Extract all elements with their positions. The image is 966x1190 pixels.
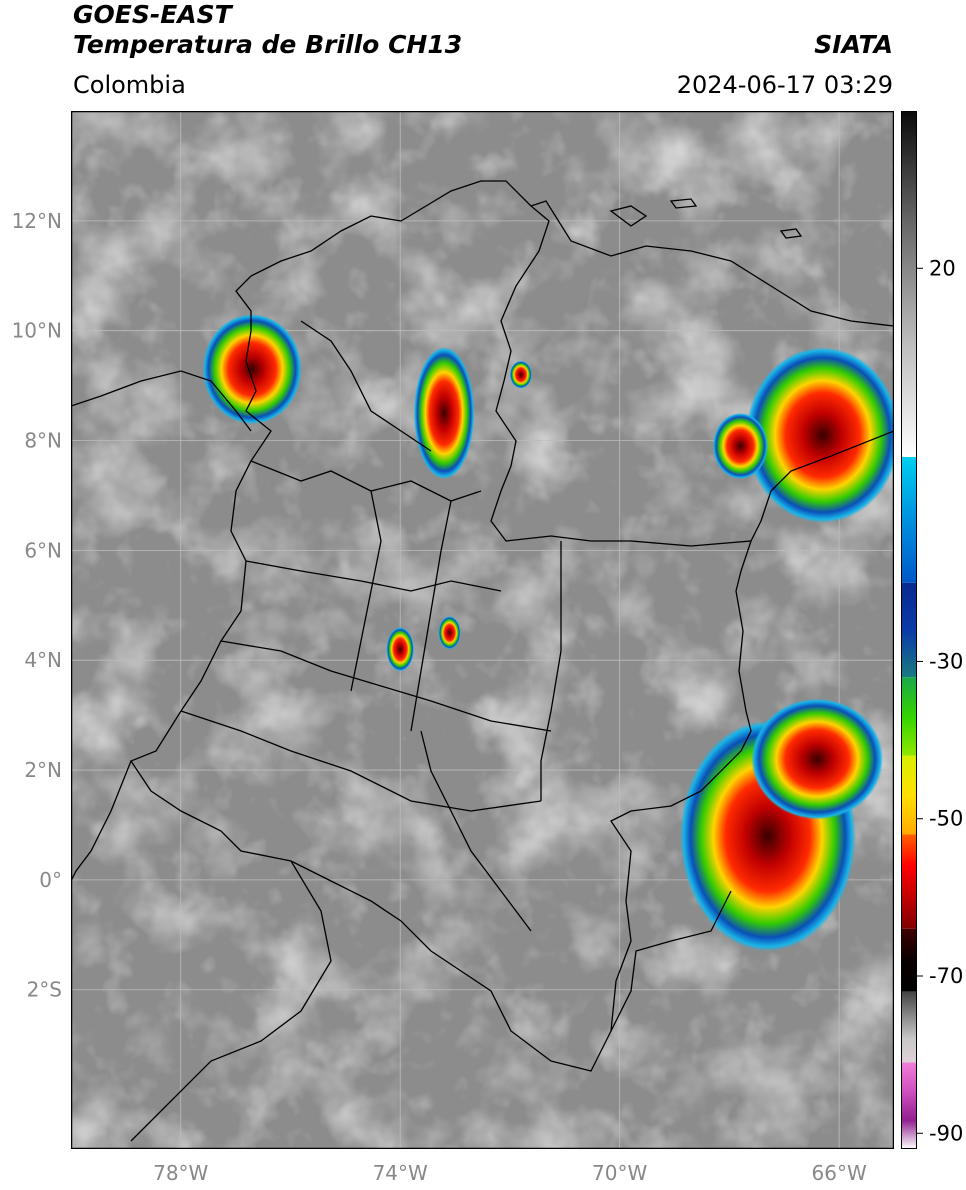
- peru-border: [130, 860, 332, 1142]
- internal-dept-2: [245, 560, 502, 592]
- longitude-labels: 78°W 74°W 70°W 66°W: [153, 1161, 867, 1185]
- venezuela-border: [530, 200, 894, 327]
- country-borders: [71, 180, 894, 1142]
- colorbar-tick-label: -50: [929, 807, 963, 831]
- internal-dept-7: [540, 541, 562, 801]
- lat-tick-label: 2°N: [24, 758, 62, 782]
- internal-dept-6: [410, 500, 452, 732]
- region-label: Colombia: [73, 71, 186, 99]
- storm-cell: [751, 698, 884, 820]
- colorbar-tick-label: -30: [929, 649, 963, 673]
- storm-cell: [509, 360, 532, 389]
- agency-label: SIATA: [814, 30, 893, 59]
- product-title: Temperatura de Brillo CH13: [73, 30, 463, 59]
- colorbar-segment: [901, 677, 917, 756]
- cloud-texture-fine: [71, 111, 894, 1149]
- internal-dept-3: [220, 640, 552, 732]
- colorbar-segment: [901, 991, 917, 1063]
- satellite-map: [71, 111, 894, 1149]
- storm-cell: [712, 413, 768, 479]
- colorbar-segment: [901, 111, 917, 457]
- lat-tick-label: 12°N: [12, 209, 62, 233]
- lat-tick-label: 6°N: [24, 538, 62, 562]
- header-left: GOES-EAST Temperatura de Brillo CH13 Col…: [73, 0, 462, 100]
- colorbar-tick-label: -90: [929, 1121, 963, 1145]
- colorbar-segment: [901, 457, 917, 583]
- colorbar-segment: [901, 928, 917, 992]
- internal-dept-9: [300, 320, 432, 452]
- colorbar-frame: [901, 111, 917, 1149]
- panama-border: [71, 370, 252, 432]
- lon-tick-label: 74°W: [373, 1161, 428, 1185]
- lat-tick-label: 0°: [39, 868, 62, 892]
- map-frame: [71, 111, 894, 1149]
- colorbar-strip: [901, 111, 917, 1149]
- venezuela-south-border: [750, 430, 894, 542]
- storm-cell: [438, 616, 461, 650]
- internal-dept-8: [420, 730, 532, 932]
- colorbar-segment: [901, 755, 917, 835]
- longitude-axis: 78°W 74°W 70°W 66°W: [153, 1161, 867, 1185]
- ecuador-border: [71, 760, 132, 882]
- storm-cell: [202, 314, 302, 425]
- colorbar-ticks: 20 -30 -50 -70 -90: [917, 256, 963, 1145]
- colorbar-segment: [901, 1062, 917, 1149]
- lat-tick-label: 8°N: [24, 429, 62, 453]
- colorbar-segment: [901, 582, 917, 678]
- datetime-label: 2024-06-17 03:29: [676, 71, 893, 99]
- lon-tick-label: 78°W: [153, 1161, 208, 1185]
- lon-tick-label: 70°W: [592, 1161, 647, 1185]
- colorbar-segment: [901, 834, 917, 929]
- lon-tick-label: 66°W: [812, 1161, 867, 1185]
- header-right: SIATA 2024-06-17 03:29: [677, 0, 893, 100]
- latitude-axis: 12°N 10°N 8°N 6°N 4°N 2°N 0° 2°S: [12, 209, 62, 1002]
- storm-cell: [386, 627, 414, 672]
- internal-dept-4: [180, 710, 542, 812]
- lat-tick-label: 2°S: [27, 978, 62, 1002]
- caribbean-coast-islands: [609, 198, 803, 239]
- lat-tick-label: 4°N: [24, 648, 62, 672]
- colorbar: 20 -30 -50 -70 -90: [901, 111, 963, 1149]
- lat-tick-label: 10°N: [12, 319, 62, 343]
- colorbar-tick-label: 20: [929, 256, 956, 280]
- internal-dept-5: [350, 490, 382, 692]
- satellite-title: GOES-EAST: [73, 0, 232, 29]
- storm-cell: [745, 347, 894, 523]
- colorbar-tick-label: -70: [929, 964, 963, 988]
- storm-cell: [413, 347, 475, 479]
- colombia-border: [130, 180, 752, 1072]
- brazil-border: [610, 890, 732, 1032]
